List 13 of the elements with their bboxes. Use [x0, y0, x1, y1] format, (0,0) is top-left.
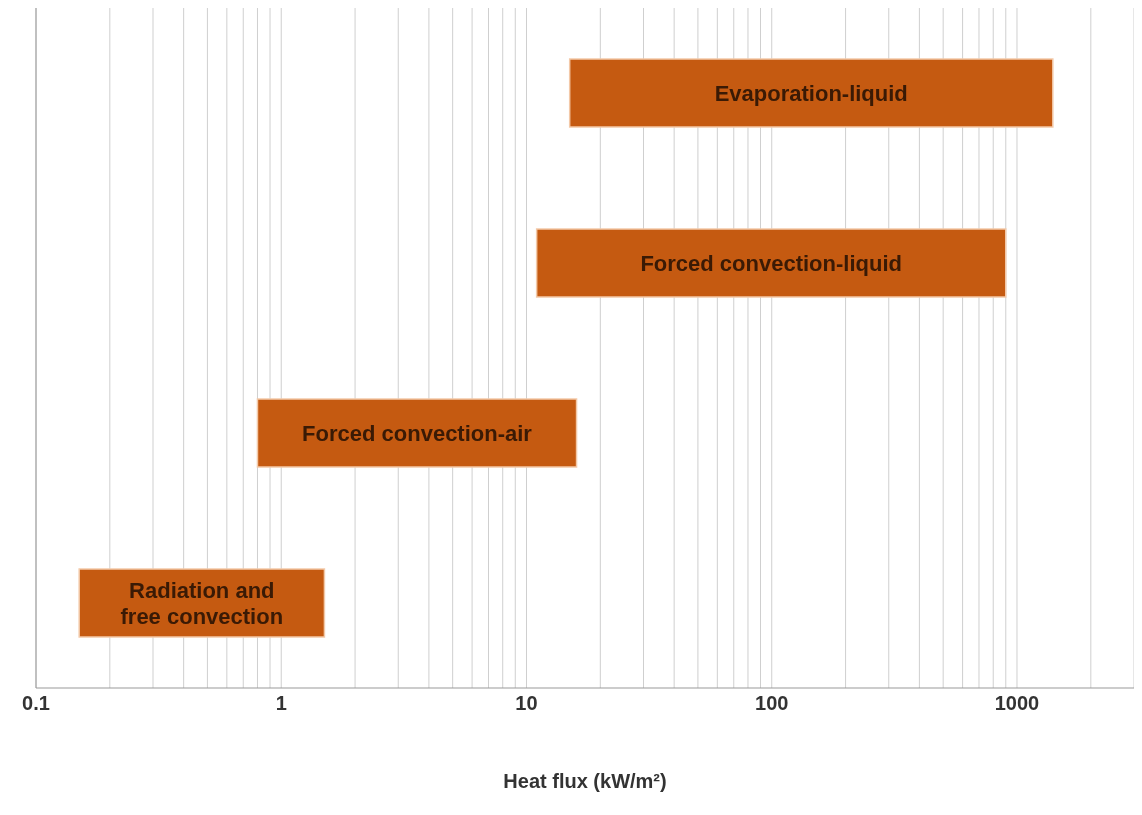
bar	[568, 58, 1054, 128]
x-axis-title: Heat flux (kW/m²)	[503, 770, 667, 792]
bar	[535, 228, 1007, 298]
bar	[256, 398, 578, 468]
y-tick-label: Forced convection-air	[302, 420, 533, 446]
y-tick-label: Radiation and free convection	[120, 577, 284, 629]
y-tick-label: Forced convection-liquid	[640, 250, 902, 276]
x-tick-label: 10	[515, 692, 538, 715]
x-tick-label: 1	[275, 692, 287, 715]
x-tick-label: 0.1	[22, 692, 50, 715]
x-tick-label: 1000	[994, 692, 1040, 715]
y-tick-label: Evaporation-liquid	[714, 80, 908, 106]
x-tick-label: 100	[755, 692, 789, 715]
